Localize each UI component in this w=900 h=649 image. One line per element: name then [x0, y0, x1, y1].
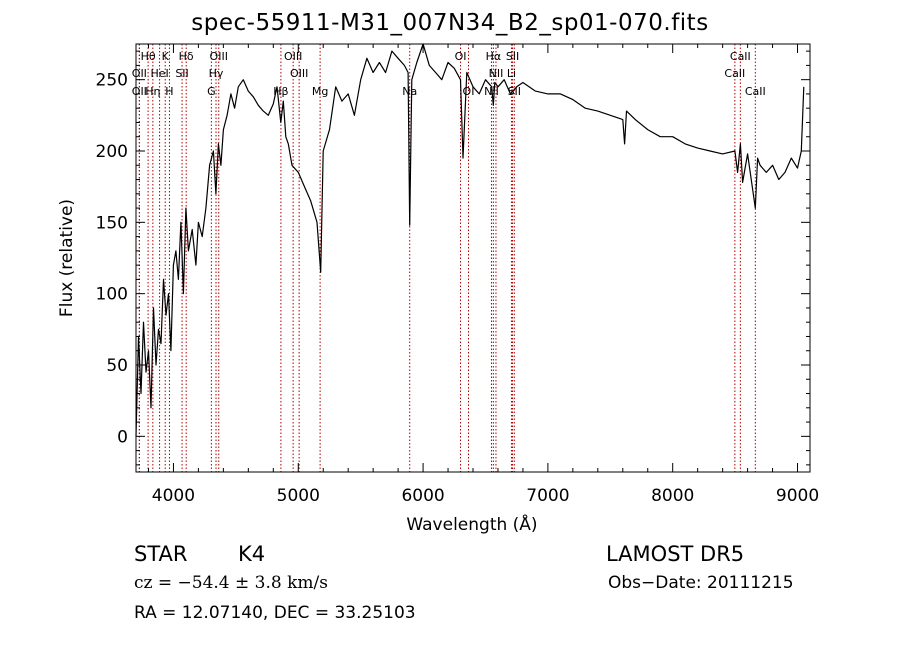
y-tick-label: 50 — [106, 356, 128, 376]
line-label: OII — [132, 67, 147, 80]
line-label: SII — [506, 50, 519, 63]
line-label: Hα — [486, 50, 502, 63]
line-label: Hθ — [141, 50, 156, 63]
line-label: G — [207, 85, 216, 98]
line-label: Hη — [145, 85, 160, 98]
plot-frame — [135, 43, 811, 473]
y-axis-label: Flux (relative) — [57, 199, 77, 317]
line-label: Hβ — [273, 85, 288, 98]
y-tick-label: 150 — [96, 213, 128, 233]
line-label: CaII — [745, 85, 766, 98]
ra-dec-text: RA = 12.07140, DEC = 33.25103 — [134, 603, 416, 623]
cz-velocity-text: cz = −54.4 ± 3.8 km/s — [134, 573, 328, 593]
x-tick-label: 5000 — [277, 486, 320, 506]
line-label: Mg — [312, 85, 328, 98]
x-tick-label: 4000 — [152, 486, 195, 506]
line-label: OIII — [284, 50, 302, 63]
y-tick-label: 250 — [96, 71, 128, 91]
spectrum-line — [135, 43, 805, 437]
spectrum-series-group — [135, 43, 805, 437]
subclass-label: K4 — [238, 542, 266, 566]
line-label: HeI — [150, 67, 168, 80]
x-tick-label: 7000 — [526, 486, 569, 506]
chart-title: spec-55911-M31_007N34_B2_sp01-070.fits — [191, 10, 709, 36]
class-label: STAR — [134, 542, 188, 566]
line-label: SII — [508, 85, 521, 98]
line-label: CaII — [730, 50, 751, 63]
line-label: OIII — [210, 50, 228, 63]
line-label: OI — [463, 85, 475, 98]
line-label: NII — [484, 85, 499, 98]
line-label: NII — [489, 67, 504, 80]
line-label: K — [162, 50, 170, 63]
axis-ticks-group: 4000 5000 6000 7000 8000 9000 0 50 100 150 200 250 — [96, 44, 819, 506]
line-label: CaII — [724, 67, 745, 80]
x-axis-label: Wavelength (Å) — [406, 513, 537, 535]
x-tick-label: 9000 — [776, 486, 819, 506]
obs-date-text: Obs−Date: 20111215 — [608, 573, 794, 593]
line-label: Hγ — [209, 67, 224, 80]
x-tick-label: 8000 — [651, 486, 694, 506]
line-marker-group — [138, 44, 756, 472]
line-label: OIII — [290, 67, 308, 80]
y-tick-label: 200 — [96, 142, 128, 162]
line-label: SII — [175, 67, 188, 80]
line-label: Na — [402, 85, 417, 98]
line-label: Hδ — [179, 50, 194, 63]
line-label: Li — [507, 67, 516, 80]
survey-label: LAMOST DR5 — [606, 542, 745, 566]
line-label: H — [165, 85, 173, 98]
x-tick-label: 6000 — [401, 486, 444, 506]
y-tick-label: 100 — [96, 285, 128, 305]
line-labels-group: Hθ K Hδ OIII OIII OI Hα SII CaII OII HeI SII Hγ OIII N… — [132, 50, 766, 98]
line-label: OII — [132, 85, 147, 98]
y-tick-label: 0 — [117, 427, 128, 447]
line-label: OI — [455, 50, 467, 63]
